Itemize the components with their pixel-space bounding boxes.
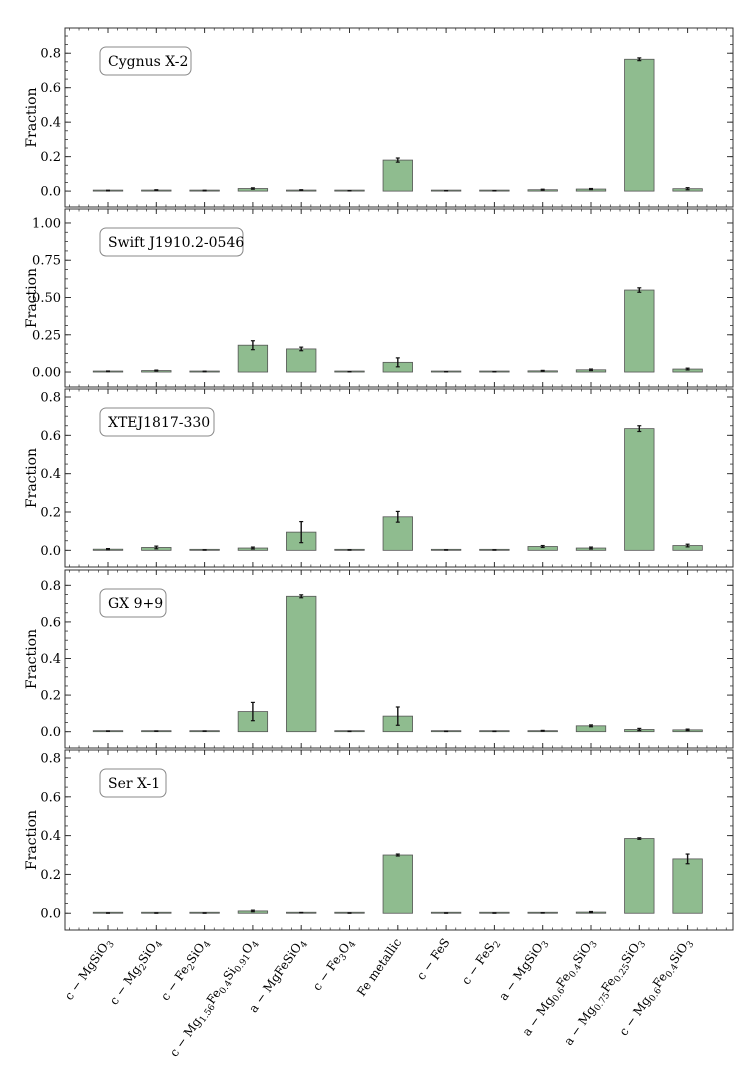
category-label-part: 4 <box>299 939 311 950</box>
y-tick-label: 0.6 <box>40 615 61 630</box>
category-label-part: Fe metallic <box>354 935 404 998</box>
category-label-part: 3 <box>540 939 552 950</box>
category-label-part: a − MgFeSiO <box>246 940 304 1015</box>
category-label-part: a − Mg <box>520 994 557 1039</box>
category-label: c − Mg1.56Fe0.4Si0.91O4 <box>167 935 262 1061</box>
bar <box>624 428 655 551</box>
category-label-part: 2 <box>138 962 149 972</box>
category-label-part: c − FeS <box>414 936 453 983</box>
category-label-part: 3 <box>637 939 649 950</box>
category-label-part: c − MgSiO <box>62 940 112 1002</box>
panel-title-box <box>99 227 244 257</box>
category-label-part: a − MgSiO <box>496 940 546 1003</box>
category-label-part: 4 <box>202 939 214 950</box>
panel-title: GX 9+9 <box>108 596 163 612</box>
panel-title: XTEJ1817-330 <box>108 415 210 431</box>
category-label-part: Fe <box>598 975 618 995</box>
category-label-part: 4 <box>250 939 262 950</box>
category-label-part: 3 <box>338 952 350 963</box>
y-tick-label: 0.2 <box>40 506 61 521</box>
bar <box>624 838 655 914</box>
panel-frame <box>64 749 734 931</box>
y-axis-label: Fraction <box>24 268 40 328</box>
category-label-part: 2 <box>492 940 503 950</box>
bar <box>624 289 655 373</box>
y-tick-label: 0.8 <box>40 752 61 767</box>
y-tick-label: 0.2 <box>40 868 61 883</box>
panel-0: 0.0 0.2 0.4 0.6 0.8 Fraction Cygnus X-2 <box>24 27 734 208</box>
y-axis-label: Fraction <box>24 87 40 147</box>
y-tick-label: 0.0 <box>40 185 61 200</box>
y-tick-label: 0.50 <box>32 291 61 306</box>
y-tick-label: 0.2 <box>40 150 61 165</box>
y-tick-label: 0.4 <box>40 116 61 131</box>
y-tick-label: 0.00 <box>32 366 61 381</box>
y-tick-label: 0.0 <box>40 725 61 740</box>
y-tick-label: 0.8 <box>40 391 61 406</box>
category-label-part: Fe <box>204 986 224 1006</box>
y-tick-label: 0.8 <box>40 47 61 62</box>
y-tick-label: 0.4 <box>40 467 61 482</box>
category-label-part: Fe <box>553 970 573 990</box>
y-tick-label: 0.0 <box>40 907 61 922</box>
y-tick-label: 0.6 <box>40 81 61 96</box>
panel-title: Swift J1910.2-0546 <box>108 235 244 251</box>
y-tick-label: 0.0 <box>40 544 61 559</box>
panel-frame <box>64 388 734 568</box>
y-tick-label: 0.8 <box>40 579 61 594</box>
y-tick-label: 0.75 <box>32 254 61 269</box>
panel-title: Ser X-1 <box>108 776 160 792</box>
y-axis-label: Fraction <box>24 629 40 689</box>
category-label-part: c − Fe <box>158 963 192 1003</box>
category-label-part: a − Mg <box>561 1003 598 1048</box>
y-tick-label: 0.6 <box>40 429 61 444</box>
y-tick-label: 0.4 <box>40 652 61 667</box>
bar <box>382 159 413 192</box>
category-label-part: 4 <box>347 939 359 950</box>
y-axis-label: Fraction <box>24 810 40 870</box>
category-label-part: 3 <box>105 939 117 950</box>
category-label: c − FeS2 <box>459 936 503 989</box>
bar <box>624 58 655 192</box>
category-label: c − MgSiO3 <box>62 935 117 1004</box>
category-label-part: Fe <box>650 970 670 990</box>
panel-title-box <box>99 407 215 437</box>
category-label-part: 2 <box>186 962 197 972</box>
category-label: Fe metallic <box>354 935 404 998</box>
y-tick-label: 0.4 <box>40 829 61 844</box>
y-tick-label: 0.2 <box>40 689 61 704</box>
category-label: c − FeS <box>414 936 453 983</box>
category-label-part: c − Mg <box>167 1015 204 1060</box>
bar <box>286 348 317 373</box>
panel-title: Cygnus X-2 <box>108 54 188 70</box>
category-label-part: c − Mg <box>616 994 653 1039</box>
bar <box>286 595 317 733</box>
y-axis-label: Fraction <box>24 448 40 508</box>
category-label: a − MgSiO3 <box>496 935 552 1004</box>
panel-2: 0.0 0.2 0.4 0.6 0.8 Fraction XTEJ1817-330 <box>24 388 734 568</box>
category-label-part: c − FeS <box>459 940 498 987</box>
category-label-part: c − Fe <box>310 953 344 993</box>
panel-title-box <box>99 46 192 76</box>
bar <box>382 854 413 914</box>
y-tick-label: 1.00 <box>32 216 61 231</box>
panel-1: 0.00 0.25 0.50 0.75 1.00 Fraction Swift J1910.… <box>24 208 734 388</box>
category-label-part: 3 <box>588 939 600 950</box>
y-tick-label: 0.25 <box>32 328 61 343</box>
category-label-part: 4 <box>154 939 166 950</box>
category-label: c − Fe3O4 <box>310 935 359 995</box>
panel-4: 0.0 0.2 0.4 0.6 0.8 Fraction Ser X-1 <box>24 749 734 931</box>
category-label: c − Fe2SiO4 <box>158 935 214 1004</box>
bar <box>672 858 703 914</box>
panel-title-box <box>99 588 167 618</box>
panel-3: 0.0 0.2 0.4 0.6 0.8 Fraction GX 9+9 <box>24 569 734 749</box>
panel-frame <box>64 27 734 208</box>
category-label-part: c − Mg <box>107 963 144 1008</box>
panel-title-box <box>99 768 167 798</box>
y-tick-label: 0.6 <box>40 790 61 805</box>
category-label-part: 3 <box>685 939 697 950</box>
